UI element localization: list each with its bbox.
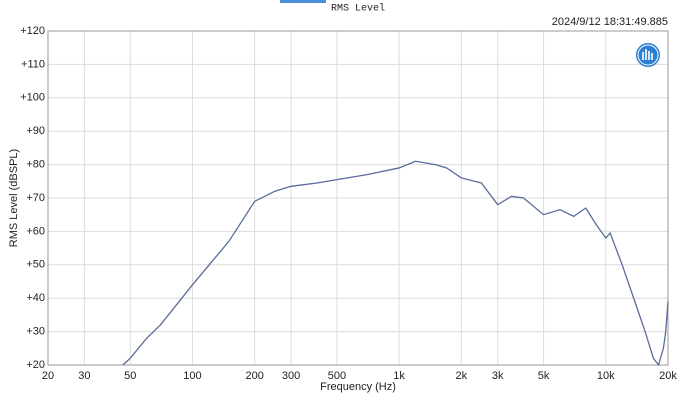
timestamp: 2024/9/12 18:31:49.885 xyxy=(552,16,668,28)
y-tick-label: +110 xyxy=(21,58,45,70)
y-tick-label: +120 xyxy=(20,25,45,37)
x-tick-label: 100 xyxy=(183,370,201,382)
chart-title: RMS Level xyxy=(331,3,385,15)
x-tick-label: 50 xyxy=(124,370,136,382)
y-tick-label: +80 xyxy=(26,159,45,171)
logo xyxy=(636,43,660,67)
x-tick-label: 200 xyxy=(245,370,263,382)
tab-indicator xyxy=(280,0,326,3)
y-axis-label: RMS Level (dBSPL) xyxy=(8,149,20,247)
y-tick-label: +90 xyxy=(26,125,45,137)
y-tick-label: +60 xyxy=(26,225,45,237)
x-tick-label: 2k xyxy=(456,370,468,382)
x-tick-label: 20 xyxy=(42,370,54,382)
y-tick-label: +100 xyxy=(20,92,45,104)
y-tick-label: +40 xyxy=(26,292,45,304)
x-tick-label: 10k xyxy=(597,370,615,382)
data-line xyxy=(122,160,669,367)
x-axis-label: Frequency (Hz) xyxy=(320,381,396,393)
y-tick-label: +30 xyxy=(26,326,45,338)
x-tick-label: 5k xyxy=(538,370,550,382)
y-tick-label: +20 xyxy=(26,359,45,371)
x-tick-label: 3k xyxy=(492,370,504,382)
x-tick-label: 1k xyxy=(393,370,405,382)
y-tick-label: +50 xyxy=(26,259,45,271)
x-tick-label: 300 xyxy=(282,370,300,382)
x-tick-label: 500 xyxy=(328,370,346,382)
x-tick-label: 20k xyxy=(659,370,677,382)
plot-frame xyxy=(47,30,669,366)
x-tick-label: 30 xyxy=(78,370,90,382)
y-tick-label: +70 xyxy=(26,192,45,204)
